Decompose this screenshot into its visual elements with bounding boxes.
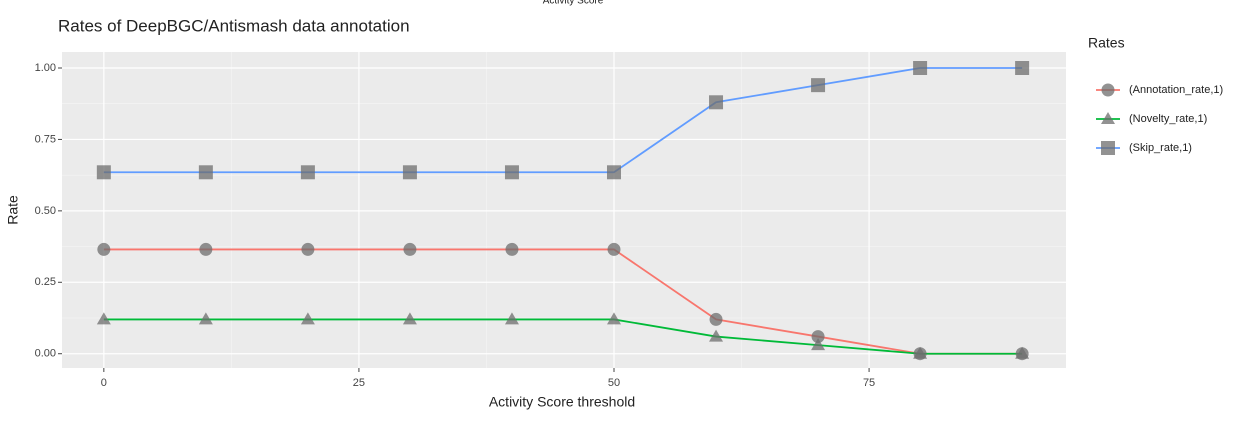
marker [1015, 346, 1030, 359]
legend-title: Rates [1088, 35, 1125, 51]
marker [811, 78, 826, 93]
marker [913, 346, 928, 359]
legend-label: (Novelty_rate,1) [1129, 113, 1207, 125]
marker [606, 165, 621, 180]
marker [96, 165, 111, 180]
marker [505, 242, 519, 256]
y-tick-label: 1.00 [35, 62, 56, 74]
marker [607, 242, 621, 256]
marker [96, 312, 111, 325]
y-tick-label: 0.25 [35, 276, 56, 288]
marker [811, 330, 825, 344]
marker [709, 329, 724, 342]
marker [504, 165, 519, 180]
legend-item: (Skip_rate,1) [1096, 141, 1192, 155]
marker [913, 61, 928, 75]
marker [198, 165, 213, 180]
marker [300, 165, 315, 180]
y-tick-label: 0.50 [35, 205, 56, 217]
marker [97, 242, 111, 256]
legend-item: (Novelty_rate,1) [1096, 112, 1207, 125]
series-line [103, 318, 1023, 355]
marker [1101, 112, 1115, 124]
series-line [103, 67, 1023, 174]
marker [402, 312, 417, 325]
top-text: Activity Score [543, 0, 604, 7]
marker [709, 312, 723, 326]
chart-title: Rates of DeepBGC/Antismash data annotati… [58, 16, 410, 35]
x-tick-label: 25 [353, 377, 365, 389]
marker [301, 242, 315, 256]
marker [300, 312, 315, 325]
series-line [103, 248, 1023, 355]
marker [402, 165, 417, 180]
legend-item: (Annotation_rate,1) [1096, 83, 1223, 97]
x-tick-label: 0 [101, 377, 107, 389]
marker [1015, 61, 1030, 75]
marker [811, 338, 826, 351]
x-tick-label: 75 [863, 377, 875, 389]
y-axis-label: Rate [5, 195, 21, 225]
marker [504, 312, 519, 325]
x-tick-label: 50 [608, 377, 620, 389]
legend-label: (Annotation_rate,1) [1129, 84, 1223, 96]
y-tick-label: 0.00 [35, 348, 56, 360]
y-tick-label: 0.75 [35, 133, 56, 145]
marker [199, 242, 213, 256]
marker [1101, 83, 1115, 97]
x-axis-label: Activity Score threshold [489, 394, 635, 410]
plot-panel [62, 52, 1066, 368]
legend-label: (Skip_rate,1) [1129, 142, 1192, 154]
marker [1101, 141, 1115, 155]
marker [198, 312, 213, 325]
marker [606, 312, 621, 325]
marker [709, 95, 724, 110]
marker [403, 242, 417, 256]
